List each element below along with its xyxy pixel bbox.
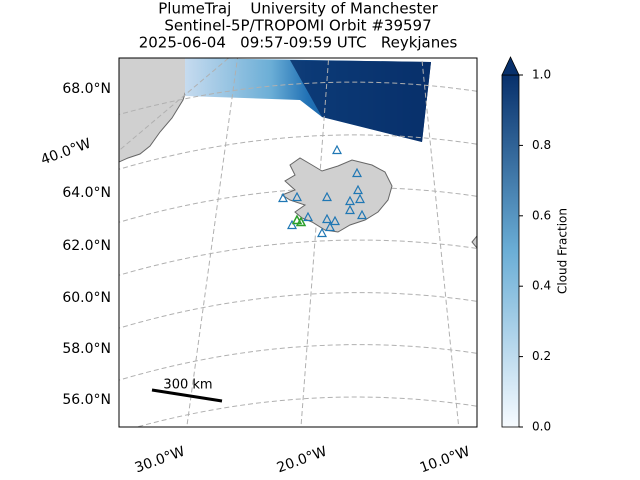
lat-label: 68.0°N [62, 81, 111, 97]
lon-label: 10.0°W [418, 444, 472, 477]
scale-bar [151, 388, 223, 403]
colorbar-tick-label: 0.2 [532, 349, 551, 363]
map-frame [118, 57, 478, 428]
title-line: PlumeTraj University of Manchester [158, 0, 438, 18]
colorbar-tick-label: 1.0 [532, 68, 551, 82]
title: PlumeTraj University of Manchester Senti… [139, 0, 458, 52]
lat-labels: 68.0°N 64.0°N 62.0°N 60.0°N 58.0°N 56.0°… [62, 81, 111, 408]
map: 300 km [119, 58, 477, 427]
title-line: 2025-06-04 09:57-09:59 UTC Reykjanes [139, 34, 458, 52]
lat-label: 60.0°N [62, 290, 111, 306]
lat-label: 62.0°N [62, 238, 111, 254]
colorbar-tick-label: 0.6 [532, 208, 551, 222]
lat-label: 56.0°N [62, 392, 111, 408]
colorbar: Cloud Fraction 0.0 0.2 0.4 0.6 0.8 1.0 [501, 56, 570, 434]
colorbar-label: Cloud Fraction [556, 208, 570, 294]
lat-label: 64.0°N [62, 185, 111, 201]
colorbar-body [501, 74, 520, 428]
lat-label: 58.0°N [62, 341, 111, 357]
colorbar-tick-label: 0.0 [532, 420, 551, 434]
scale-label: 300 km [163, 378, 212, 393]
lon-label: 20.0°W [275, 444, 329, 477]
lon-label: 40.0°W [39, 136, 93, 169]
colorbar-tick-label: 0.4 [532, 279, 551, 293]
colorbar-tick-label: 0.8 [532, 138, 551, 152]
lon-label: 30.0°W [133, 444, 187, 477]
land-east [471, 235, 477, 249]
cloud-swath-dark [290, 60, 431, 142]
colorbar-extension [501, 56, 520, 76]
title-line: Sentinel-5P/TROPOMI Orbit #39597 [164, 17, 431, 35]
